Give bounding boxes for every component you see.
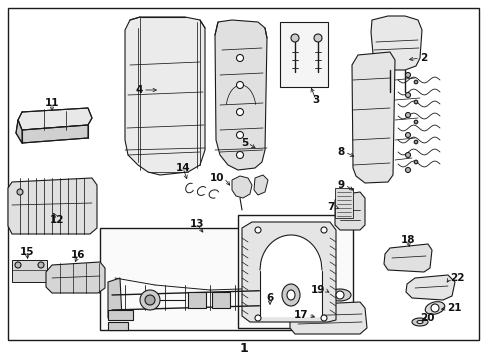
Circle shape [320, 227, 326, 233]
Bar [334, 188, 352, 218]
Bar [280, 22, 327, 87]
Text: 8: 8 [337, 147, 345, 157]
Text: 20: 20 [419, 313, 433, 323]
Polygon shape [125, 17, 204, 175]
Text: 18: 18 [400, 235, 414, 245]
Polygon shape [8, 178, 97, 234]
Circle shape [254, 315, 261, 321]
Polygon shape [215, 20, 266, 170]
Text: 9: 9 [337, 180, 345, 190]
Polygon shape [370, 16, 421, 70]
Circle shape [38, 262, 44, 268]
Circle shape [236, 108, 243, 116]
Text: 21: 21 [446, 303, 461, 313]
Polygon shape [242, 222, 335, 322]
Circle shape [313, 34, 321, 42]
Circle shape [405, 167, 409, 172]
Polygon shape [280, 282, 293, 318]
Bar [100, 228, 294, 330]
Circle shape [413, 100, 417, 104]
Text: 19: 19 [310, 285, 325, 295]
Circle shape [405, 72, 409, 77]
Polygon shape [289, 302, 366, 334]
Circle shape [405, 93, 409, 98]
Polygon shape [231, 176, 251, 198]
Ellipse shape [282, 284, 299, 306]
Circle shape [430, 304, 438, 312]
Polygon shape [351, 52, 394, 183]
Circle shape [405, 153, 409, 158]
Text: 15: 15 [20, 247, 34, 257]
Text: 12: 12 [50, 215, 64, 225]
Bar [12, 260, 47, 282]
Text: 13: 13 [189, 219, 204, 229]
Text: 10: 10 [209, 173, 224, 183]
Bar [187, 292, 205, 308]
Circle shape [413, 80, 417, 84]
Circle shape [236, 81, 243, 89]
Text: 14: 14 [175, 163, 190, 173]
Ellipse shape [425, 302, 444, 314]
Bar [212, 292, 229, 308]
Circle shape [236, 54, 243, 62]
Circle shape [236, 152, 243, 158]
Ellipse shape [286, 290, 294, 300]
Text: 17: 17 [293, 310, 307, 320]
Text: 2: 2 [419, 53, 427, 63]
Circle shape [413, 120, 417, 124]
Text: 1: 1 [239, 342, 248, 355]
Circle shape [145, 295, 155, 305]
Circle shape [413, 140, 417, 144]
Text: 16: 16 [71, 250, 85, 260]
Polygon shape [108, 278, 122, 318]
Circle shape [15, 262, 21, 268]
Circle shape [405, 132, 409, 138]
Circle shape [17, 189, 23, 195]
Text: 7: 7 [327, 202, 334, 212]
Ellipse shape [411, 318, 427, 326]
Polygon shape [46, 262, 105, 293]
Bar [238, 215, 352, 328]
Circle shape [254, 227, 261, 233]
Text: 11: 11 [45, 98, 59, 108]
Text: 6: 6 [266, 293, 273, 303]
Text: 22: 22 [449, 273, 464, 283]
Bar [108, 322, 128, 330]
Polygon shape [22, 125, 88, 143]
Polygon shape [383, 244, 431, 272]
Circle shape [405, 112, 409, 117]
Polygon shape [405, 275, 454, 300]
Circle shape [236, 131, 243, 139]
Text: 3: 3 [312, 95, 319, 105]
Polygon shape [16, 120, 22, 143]
Text: 4: 4 [135, 85, 142, 95]
Polygon shape [334, 192, 364, 230]
Circle shape [335, 291, 343, 299]
Circle shape [413, 160, 417, 164]
Circle shape [290, 34, 298, 42]
Text: 5: 5 [240, 138, 247, 148]
Polygon shape [253, 175, 267, 195]
Bar [108, 310, 133, 320]
Circle shape [140, 290, 160, 310]
Ellipse shape [416, 320, 422, 324]
Circle shape [320, 315, 326, 321]
Ellipse shape [328, 289, 350, 301]
Polygon shape [18, 108, 92, 130]
